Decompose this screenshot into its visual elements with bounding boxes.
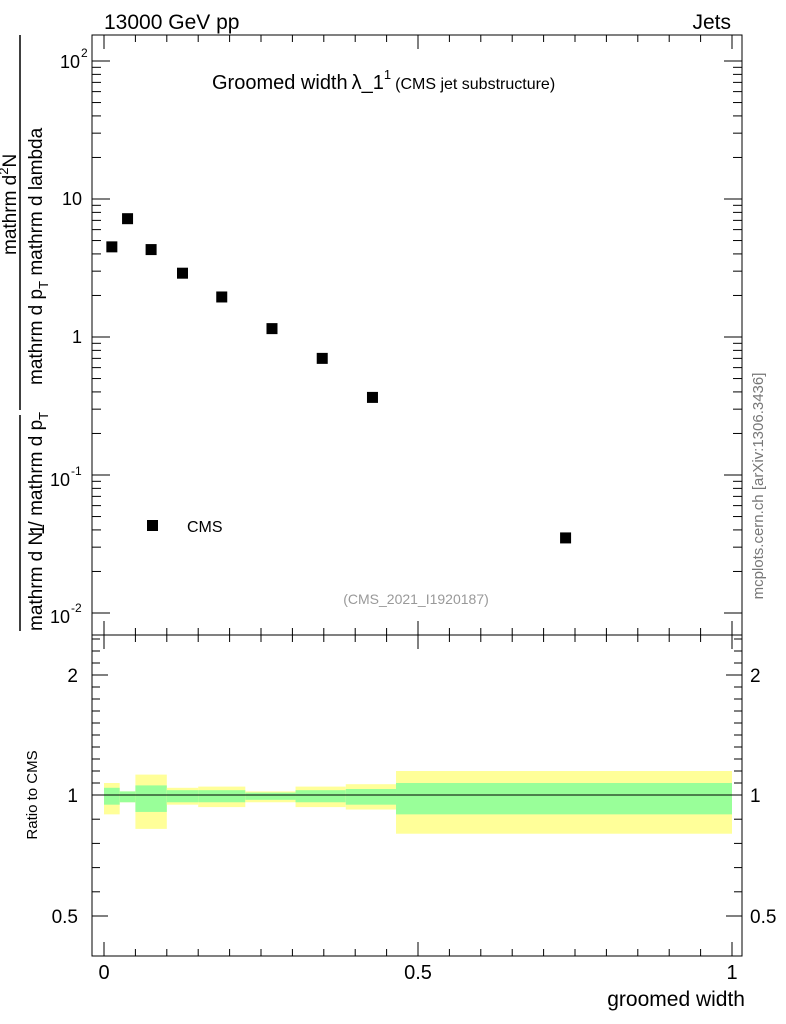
ratio-ytick-2-right: 2 <box>750 666 761 687</box>
main-x-ticks <box>103 35 733 635</box>
ratio-y-axis-label: Ratio to CMS <box>24 750 41 839</box>
chart-title-sup: 1 <box>384 67 391 82</box>
ylabel-prefix-den-text: mathrm d N / mathrm d p <box>26 420 47 631</box>
legend-label-cms: CMS <box>187 519 223 536</box>
ytick-label-0p01: 10 <box>50 607 70 627</box>
ratio-ytick-1-left: 1 <box>67 786 78 807</box>
data-point <box>145 244 157 256</box>
ylabel-denom: mathrm d pT mathrm d lambda <box>26 127 51 385</box>
ylabel-denom-end: mathrm d lambda <box>26 127 47 281</box>
main-y-ticks <box>92 60 742 614</box>
chart-title-main: Groomed width <box>212 72 348 94</box>
legend-marker-cms <box>147 520 158 531</box>
x-axis-label: groomed width <box>607 988 745 1011</box>
main-y-tick-labels: 10 2 10 1 10 -1 10 -2 <box>50 46 88 627</box>
ratio-band-green <box>104 787 120 805</box>
data-point <box>122 213 134 225</box>
main-frame <box>91 34 743 636</box>
energy-label: 13000 GeV pp <box>104 11 239 34</box>
chart-title-sub: (CMS jet substructure) <box>395 76 555 93</box>
data-point <box>316 352 328 364</box>
ytick-label-100: 10 <box>60 52 80 72</box>
data-point <box>266 323 278 335</box>
data-point <box>366 391 378 403</box>
ylabel-numer-sup: 2 <box>0 168 11 175</box>
data-point <box>560 532 572 544</box>
data-point <box>216 291 228 303</box>
main-panel: 10 2 10 1 10 -1 10 -2 Groomed width λ_11(… <box>0 34 743 636</box>
ratio-band-green <box>345 789 397 805</box>
ylabel-denom-sub: T <box>36 281 51 289</box>
ylabel-numer-text: mathrm d <box>0 175 21 255</box>
ytick-exp-m1: -1 <box>71 464 82 478</box>
data-point <box>106 241 118 253</box>
ylabel-numer-end: N <box>0 154 21 168</box>
ratio-band-green <box>295 790 346 803</box>
xtick-label-1: 1 <box>726 962 737 984</box>
cms-data-points <box>106 213 572 544</box>
ytick-label-0p1: 10 <box>50 470 70 490</box>
ratio-band-green <box>119 791 136 803</box>
ylabel-prefix-den: mathrm d N / mathrm d pT <box>26 412 51 631</box>
ratio-ytick-1-right: 1 <box>750 786 761 807</box>
data-point <box>177 267 188 279</box>
ratio-panel: 2 1 0.5 2 1 0.5 Ratio to CMS 0 0.5 1 gro… <box>24 634 776 1011</box>
ratio-ytick-0p5-right: 0.5 <box>750 907 776 928</box>
xtick-label-0: 0 <box>98 962 109 984</box>
ratio-ytick-0p5-left: 0.5 <box>52 907 78 928</box>
chart-title: Groomed width λ_11 (CMS jet substructure) <box>212 67 555 94</box>
ratio-band-green <box>135 785 167 812</box>
ratio-band-green <box>166 790 199 803</box>
ytick-label-10: 10 <box>62 189 82 209</box>
ylabel-denom-text: mathrm d p <box>26 289 47 385</box>
ratio-ticks <box>92 635 742 956</box>
ytick-exp-2: 2 <box>81 46 88 60</box>
ytick-label-1: 1 <box>72 327 82 347</box>
ratio-band-green <box>396 783 732 815</box>
side-credit: mcplots.cern.ch [arXiv:1306.3436] <box>750 373 767 600</box>
main-y-axis-label: 1 mathrm d N / mathrm d pT mathrm d2N ma… <box>0 35 51 631</box>
ylabel-numer: mathrm d2N <box>0 154 21 255</box>
ratio-band-green <box>198 790 246 803</box>
analysis-watermark: (CMS_2021_I1920187) <box>343 591 489 607</box>
ratio-bands <box>104 771 732 834</box>
ylabel-prefix-den-sub: T <box>36 412 51 420</box>
legend: CMS <box>147 519 223 536</box>
chart-title-lambda: λ_1 <box>352 72 384 94</box>
ratio-ytick-2-left: 2 <box>67 666 78 687</box>
process-label: Jets <box>692 11 731 34</box>
ytick-exp-m2: -2 <box>71 601 82 615</box>
ylabel-prefix-num: 1 <box>27 524 49 535</box>
xtick-label-0p5: 0.5 <box>404 962 432 984</box>
ratio-band-green <box>245 792 296 800</box>
